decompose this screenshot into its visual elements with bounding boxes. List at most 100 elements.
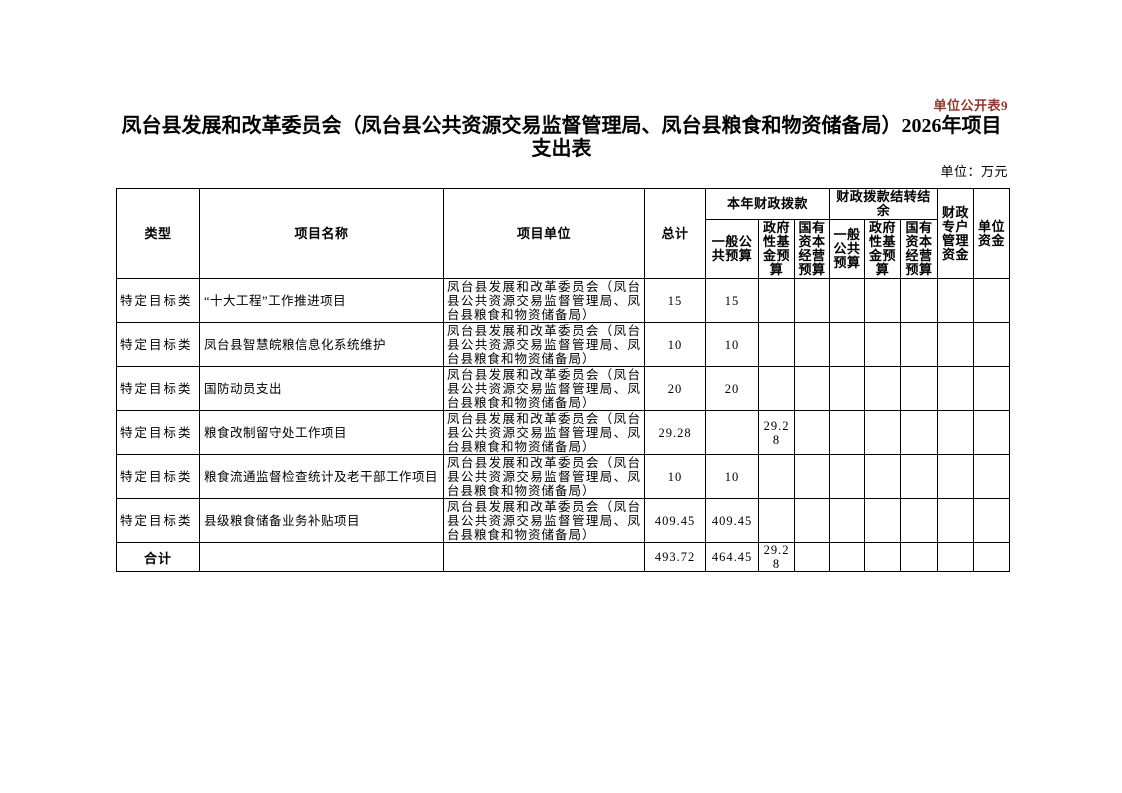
table-header: 类型 项目名称 项目单位 总计 本年财政拨款 财政拨款结转结余 财政专户管理资金… (116, 188, 1010, 279)
cell-carry-gov-fund (864, 278, 901, 323)
cell-unit-funds (973, 322, 1010, 367)
cell-unit-funds (973, 410, 1010, 455)
table-body: 特定目标类 “十大工程”工作推进项目 凤台县发展和改革委员会（凤台县公共资源交易监督… (116, 278, 1010, 543)
page-title: 凤台县发展和改革委员会（凤台县公共资源交易监督管理局、凤台县粮食和物资储备局）2… (121, 115, 1002, 160)
cell-special-account (937, 410, 974, 455)
col-header-project-name: 项目名称 (199, 188, 444, 279)
cell-current-state-capital (794, 410, 830, 455)
cell-unit: 凤台县发展和改革委员会（凤台县公共资源交易监督管理局、凤台县粮食和物资储备局） (443, 322, 645, 367)
cell-unit-funds (973, 498, 1010, 543)
col-header-project-unit: 项目单位 (443, 188, 645, 279)
col-header-current-state-capital-budget: 国有资本经营预算 (794, 219, 830, 279)
cell-special-account (937, 366, 974, 411)
col-header-unit-funds: 单位资金 (973, 188, 1010, 279)
cell-carry-state-capital (900, 498, 938, 543)
cell-current-gov-fund (758, 454, 795, 499)
cell-name: 粮食流通监督检查统计及老干部工作项目 (199, 454, 444, 499)
col-header-type: 类型 (116, 188, 200, 279)
col-header-carry-gov-fund-budget: 政府性基金预算 (864, 219, 901, 279)
col-header-carry-general-budget: 一般公共预算 (829, 219, 865, 279)
cell-current-state-capital (794, 542, 830, 572)
cell-unit: 凤台县发展和改革委员会（凤台县公共资源交易监督管理局、凤台县粮食和物资储备局） (443, 410, 645, 455)
cell-current-general: 20 (705, 366, 759, 411)
cell-unit: 凤台县发展和改革委员会（凤台县公共资源交易监督管理局、凤台县粮食和物资储备局） (443, 278, 645, 323)
cell-special-account (937, 542, 974, 572)
doc-sheet-number-label: 单位公开表9 (933, 98, 1008, 113)
cell-carry-general (829, 322, 865, 367)
cell-special-account (937, 454, 974, 499)
cell-current-gov-fund (758, 322, 795, 367)
table-row: 特定目标类 “十大工程”工作推进项目 凤台县发展和改革委员会（凤台县公共资源交易监督… (116, 278, 1010, 323)
cell-carry-state-capital (900, 454, 938, 499)
col-header-current-general-budget: 一般公共预算 (705, 219, 759, 279)
cell-unit-funds (973, 366, 1010, 411)
cell-name: 县级粮食储备业务补贴项目 (199, 498, 444, 543)
cell-type: 特定目标类 (116, 410, 200, 455)
cell-type: 特定目标类 (116, 278, 200, 323)
cell-carry-general (829, 278, 865, 323)
cell-current-general: 15 (705, 278, 759, 323)
cell-type: 特定目标类 (116, 498, 200, 543)
cell-unit: 凤台县发展和改革委员会（凤台县公共资源交易监督管理局、凤台县粮食和物资储备局） (443, 498, 645, 543)
cell-total: 409.45 (644, 498, 706, 543)
cell-carry-general (829, 366, 865, 411)
cell-carry-general (829, 498, 865, 543)
cell-current-general: 10 (705, 454, 759, 499)
cell-current-gov-fund: 29.28 (758, 410, 795, 455)
cell-current-state-capital (794, 498, 830, 543)
table-row: 特定目标类 粮食改制留守处工作项目 凤台县发展和改革委员会（凤台县公共资源交易监督管… (116, 410, 1010, 455)
cell-carry-gov-fund (864, 366, 901, 411)
cell-unit-funds (973, 542, 1010, 572)
cell-current-gov-fund (758, 366, 795, 411)
cell-current-general (705, 410, 759, 455)
cell-current-state-capital (794, 278, 830, 323)
table-row: 特定目标类 凤台县智慧皖粮信息化系统维护 凤台县发展和改革委员会（凤台县公共资源交易… (116, 322, 1010, 367)
cell-current-gov-fund: 29.28 (758, 542, 795, 572)
table-row: 特定目标类 县级粮食储备业务补贴项目 凤台县发展和改革委员会（凤台县公共资源交易监督… (116, 498, 1010, 543)
cell-carry-gov-fund (864, 498, 901, 543)
cell-current-state-capital (794, 366, 830, 411)
cell-total-label: 合计 (116, 542, 200, 572)
col-header-carry-state-capital-budget: 国有资本经营预算 (900, 219, 938, 279)
currency-unit-note: 单位：万元 (940, 164, 1008, 179)
table-row: 特定目标类 粮食流通监督检查统计及老干部工作项目 凤台县发展和改革委员会（凤台县公共… (116, 454, 1010, 499)
cell-name: 凤台县智慧皖粮信息化系统维护 (199, 322, 444, 367)
cell-type: 特定目标类 (116, 366, 200, 411)
col-header-special-account-funds: 财政专户管理资金 (937, 188, 974, 279)
col-header-total: 总计 (644, 188, 706, 279)
cell-unit-funds (973, 454, 1010, 499)
table-row: 特定目标类 国防动员支出 凤台县发展和改革委员会（凤台县公共资源交易监督管理局、凤台… (116, 366, 1010, 411)
cell-total: 493.72 (644, 542, 706, 572)
header-row-groups: 类型 项目名称 项目单位 总计 本年财政拨款 财政拨款结转结余 财政专户管理资金… (116, 188, 1010, 279)
cell-name: 粮食改制留守处工作项目 (199, 410, 444, 455)
cell-name: “十大工程”工作推进项目 (199, 278, 444, 323)
cell-unit-funds (973, 278, 1010, 323)
cell-current-general: 464.45 (705, 542, 759, 572)
cell-name: 国防动员支出 (199, 366, 444, 411)
cell-unit: 凤台县发展和改革委员会（凤台县公共资源交易监督管理局、凤台县粮食和物资储备局） (443, 454, 645, 499)
table-footer: 合计 493.72 464.45 29.28 (116, 542, 1010, 572)
cell-unit: 凤台县发展和改革委员会（凤台县公共资源交易监督管理局、凤台县粮食和物资储备局） (443, 366, 645, 411)
total-row: 合计 493.72 464.45 29.28 (116, 542, 1010, 572)
cell-carry-gov-fund (864, 322, 901, 367)
cell-special-account (937, 278, 974, 323)
cell-carry-state-capital (900, 410, 938, 455)
cell-special-account (937, 322, 974, 367)
cell-carry-state-capital (900, 278, 938, 323)
col-header-current-gov-fund-budget: 政府性基金预算 (758, 219, 795, 279)
col-group-current-year-allocation: 本年财政拨款 (705, 188, 830, 220)
col-group-carryover-balance: 财政拨款结转结余 (829, 188, 938, 220)
cell-carry-gov-fund (864, 454, 901, 499)
cell-total: 29.28 (644, 410, 706, 455)
cell-name (199, 542, 444, 572)
cell-carry-state-capital (900, 322, 938, 367)
cell-carry-general (829, 410, 865, 455)
header-row-subcolumns: 一般公共预算 政府性基金预算 国有资本经营预算 一般公共预算 政府性基金预算 国… (117, 219, 1010, 279)
project-expenditure-table: 类型 项目名称 项目单位 总计 本年财政拨款 财政拨款结转结余 财政专户管理资金… (116, 188, 1010, 572)
cell-carry-gov-fund (864, 410, 901, 455)
cell-carry-gov-fund (864, 542, 901, 572)
cell-carry-state-capital (900, 542, 938, 572)
cell-current-gov-fund (758, 498, 795, 543)
cell-carry-general (829, 454, 865, 499)
cell-unit (443, 542, 645, 572)
